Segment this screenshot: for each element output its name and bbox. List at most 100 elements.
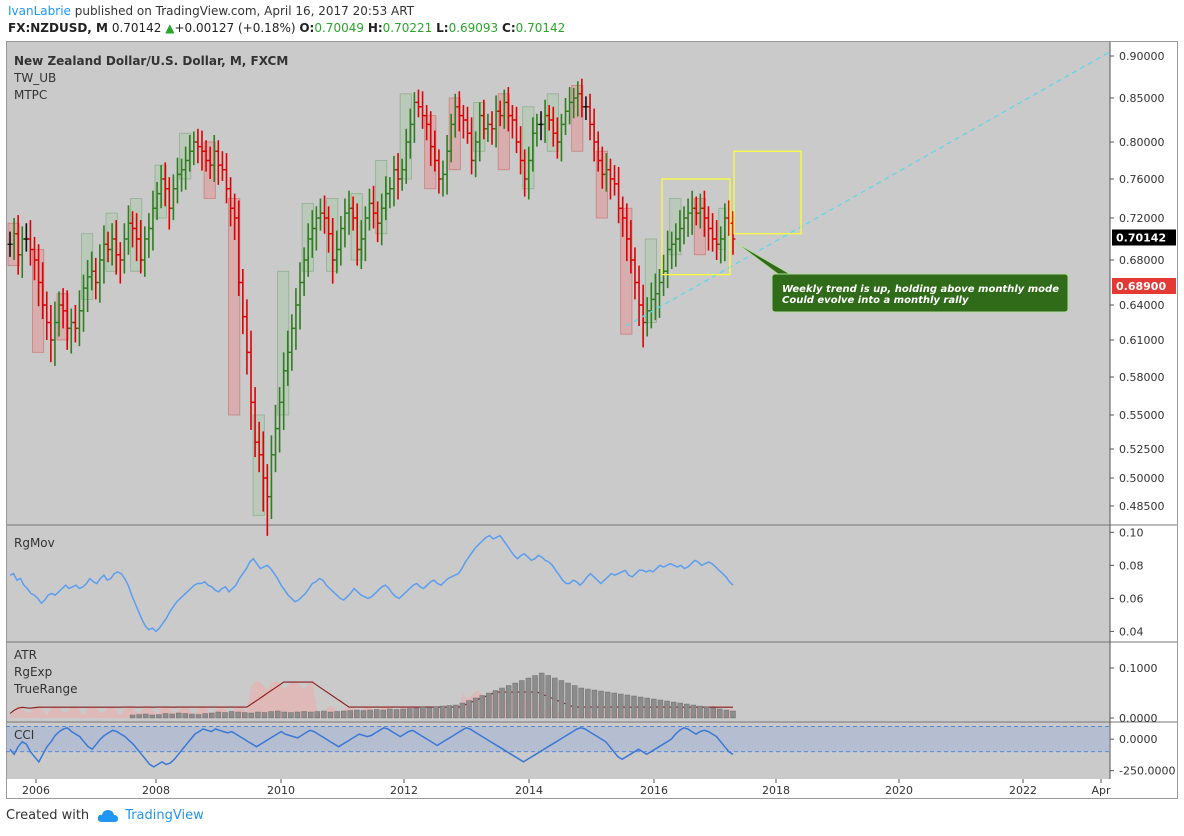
time-tick-label: 2008	[142, 784, 170, 797]
cloud-icon	[98, 809, 119, 822]
atr-bar	[393, 709, 400, 719]
time-tick-label: 2020	[885, 784, 913, 797]
atr-bar	[321, 710, 327, 719]
atr-bar	[420, 706, 426, 719]
cci-title: CCI	[14, 728, 34, 742]
atr-bar	[585, 688, 591, 719]
price-tick-label: 0.90000	[1119, 50, 1165, 63]
last-price: 0.70142	[111, 21, 162, 35]
atr-bar	[294, 711, 301, 719]
publish-info: IvanLabrie published on TradingView.com,…	[8, 4, 414, 18]
atr-bar	[149, 714, 156, 719]
time-tick-label: 2018	[762, 784, 790, 797]
atr-bar	[466, 700, 472, 719]
atr-bar	[703, 706, 710, 719]
atr-bar	[710, 707, 716, 719]
atr-bar	[651, 698, 657, 719]
atr-bar	[176, 712, 182, 719]
atr-bar	[499, 687, 505, 719]
price-tick-label: 0.85000	[1119, 92, 1165, 105]
rgmov-tick-label: 0.10	[1119, 526, 1144, 539]
atr-bar	[479, 695, 485, 719]
callout-box	[771, 273, 1069, 313]
price-scale-background	[1110, 41, 1178, 799]
quote-line: FX:NZDUSD, M 0.70142 ▲+0.00127 (+0.18%) …	[8, 21, 565, 35]
atr-bar	[611, 692, 617, 719]
atr-bar	[545, 675, 551, 719]
monthly-mode-label: 0.68900	[1116, 280, 1166, 293]
atr-label: ATR	[14, 648, 37, 662]
atr-bar	[400, 708, 406, 719]
price-tick-label: 0.61000	[1119, 334, 1165, 347]
trendline	[625, 51, 1111, 327]
annotation-line-1: Weekly trend is up, holding above monthl…	[782, 284, 1059, 295]
author-link[interactable]: IvanLabrie	[8, 4, 71, 18]
rgmov-panel: RgMov 0.10 0.08 0.06 0.04	[9, 526, 1144, 638]
atr-bar	[505, 685, 512, 719]
atr-bar	[637, 696, 644, 719]
close-value: 0.70142	[515, 21, 566, 35]
projection-box	[733, 150, 802, 235]
price-tick-label: 0.68000	[1119, 254, 1165, 267]
rgmov-title: RgMov	[14, 536, 55, 550]
time-tick-label: 2014	[515, 784, 543, 797]
price-tick-label: 0.48500	[1119, 500, 1165, 513]
atr-bar	[486, 692, 492, 719]
atr-bar	[644, 697, 650, 719]
close-label: C:	[502, 21, 516, 35]
atr-bar	[136, 714, 142, 719]
atr-bar	[723, 709, 730, 719]
rgmov-tick-label: 0.08	[1119, 559, 1144, 572]
cci-tick-label: -250.0000	[1119, 765, 1175, 778]
atr-bar	[571, 685, 578, 719]
atr-bar	[538, 672, 545, 719]
atr-bar	[255, 711, 261, 719]
annotation-line-2: Could evolve into a monthly rally	[782, 295, 969, 306]
atr-bar	[169, 713, 175, 719]
atr-bar	[288, 712, 294, 719]
price-tick-label: 0.55000	[1119, 409, 1165, 422]
atr-bar	[215, 711, 222, 719]
truerange-label: TrueRange	[13, 682, 78, 696]
atr-bar	[261, 712, 268, 719]
atr-bar	[281, 711, 288, 719]
atr-bar	[413, 707, 419, 719]
atr-bar	[565, 682, 571, 719]
atr-bar	[492, 690, 499, 719]
atr-bar	[354, 709, 360, 719]
atr-bar	[558, 680, 565, 719]
atr-bar	[433, 706, 439, 719]
atr-bar	[143, 713, 149, 719]
cci-tick-label: 0.0000	[1119, 733, 1158, 746]
atr-bar	[426, 707, 433, 719]
atr-bar	[677, 702, 683, 719]
time-tick-label: 2022	[1009, 784, 1037, 797]
cci-line	[9, 726, 734, 768]
high-label: H:	[367, 21, 383, 35]
atr-bar	[129, 714, 136, 719]
tradingview-brand: TradingView	[125, 808, 204, 823]
atr-bar	[690, 704, 697, 719]
atr-bar	[182, 713, 189, 719]
atr-bar	[228, 711, 235, 719]
atr-bar	[209, 712, 215, 719]
symbol-label[interactable]: FX:NZDUSD, M	[8, 21, 108, 35]
indicator-label-twub: TW_UB	[13, 71, 56, 85]
atr-bar	[367, 709, 373, 719]
atr-bar	[664, 700, 670, 719]
annotation-callout[interactable]: Weekly trend is up, holding above monthl…	[734, 241, 1069, 313]
price-tick-label: 0.76000	[1119, 173, 1165, 186]
monthly-mode-tag	[1112, 278, 1176, 294]
time-scale-background	[6, 779, 1110, 799]
atr-bar	[162, 713, 169, 719]
atr-bar	[472, 697, 479, 719]
atr-bar	[360, 710, 367, 719]
chart-frame[interactable]: Weekly trend is up, holding above monthl…	[6, 41, 1178, 799]
atr-bar	[670, 701, 677, 719]
rgexp-label: RgExp	[14, 665, 52, 679]
atr-bar	[301, 711, 307, 719]
rgmov-tick-label: 0.06	[1119, 592, 1144, 605]
price-bar	[730, 211, 736, 255]
tradingview-link[interactable]: TradingView	[97, 808, 204, 823]
low-value: 0.69093	[448, 21, 499, 35]
